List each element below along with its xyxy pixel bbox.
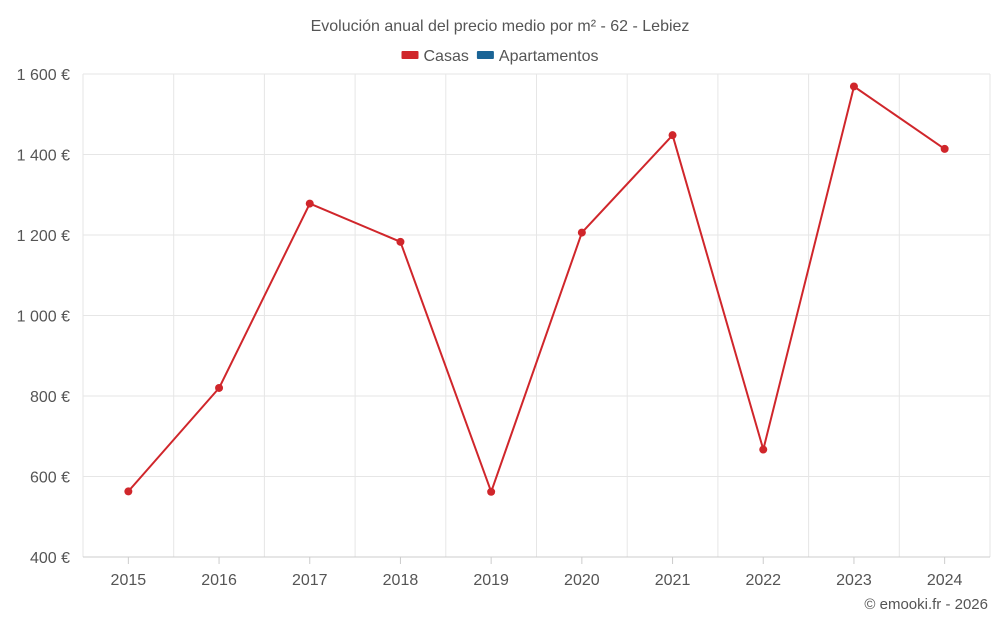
x-tick-label: 2021 — [655, 572, 691, 589]
x-tick-label: 2022 — [745, 572, 781, 589]
chart-title: Evolución anual del precio medio por m² … — [311, 18, 690, 35]
series-line-casas — [127, 85, 946, 493]
legend-label: Casas — [424, 48, 469, 65]
y-tick-label: 800 € — [30, 389, 70, 406]
x-tick-label: 2017 — [292, 572, 328, 589]
x-tick-label: 2023 — [836, 572, 872, 589]
y-tick-label: 600 € — [30, 470, 70, 487]
legend-swatch-casas — [401, 51, 419, 59]
data-point-casas-2019[interactable] — [487, 487, 496, 496]
y-tick-label: 1 000 € — [17, 309, 70, 326]
legend: Casas Apartamentos — [401, 48, 599, 65]
x-tick-label: 2019 — [473, 572, 509, 589]
data-point-casas-2024[interactable] — [940, 144, 949, 153]
data-point-casas-2020[interactable] — [577, 228, 586, 237]
grid — [82, 73, 991, 557]
legend-swatch-apartamentos — [476, 51, 494, 59]
x-tick-label: 2020 — [564, 572, 600, 589]
y-tick-label: 1 600 € — [17, 67, 70, 84]
x-tick-label: 2015 — [111, 572, 147, 589]
y-tick-label: 1 200 € — [17, 228, 70, 245]
data-point-casas-2023[interactable] — [849, 82, 858, 91]
data-point-casas-2015[interactable] — [124, 487, 133, 496]
data-point-casas-2016[interactable] — [215, 383, 224, 392]
data-point-casas-2017[interactable] — [305, 199, 314, 208]
legend-item-apartamentos[interactable]: Apartamentos — [476, 48, 599, 65]
data-point-casas-2018[interactable] — [396, 237, 405, 246]
data-point-casas-2022[interactable] — [759, 445, 768, 454]
x-tick-label: 2024 — [927, 572, 963, 589]
legend-item-casas[interactable]: Casas — [401, 48, 469, 65]
credit-text: © emooki.fr - 2026 — [864, 596, 988, 613]
x-tick-label: 2016 — [201, 572, 237, 589]
axes: 400 € 600 € 800 € 1 000 € 1 200 € 1 400 € 1 60… — [17, 67, 990, 589]
y-tick-label: 400 € — [30, 550, 70, 567]
series-layer — [124, 82, 949, 496]
x-tick-label: 2018 — [383, 572, 419, 589]
data-point-casas-2021[interactable] — [668, 131, 677, 140]
y-tick-label: 1 400 € — [17, 148, 70, 165]
legend-label: Apartamentos — [499, 48, 599, 65]
